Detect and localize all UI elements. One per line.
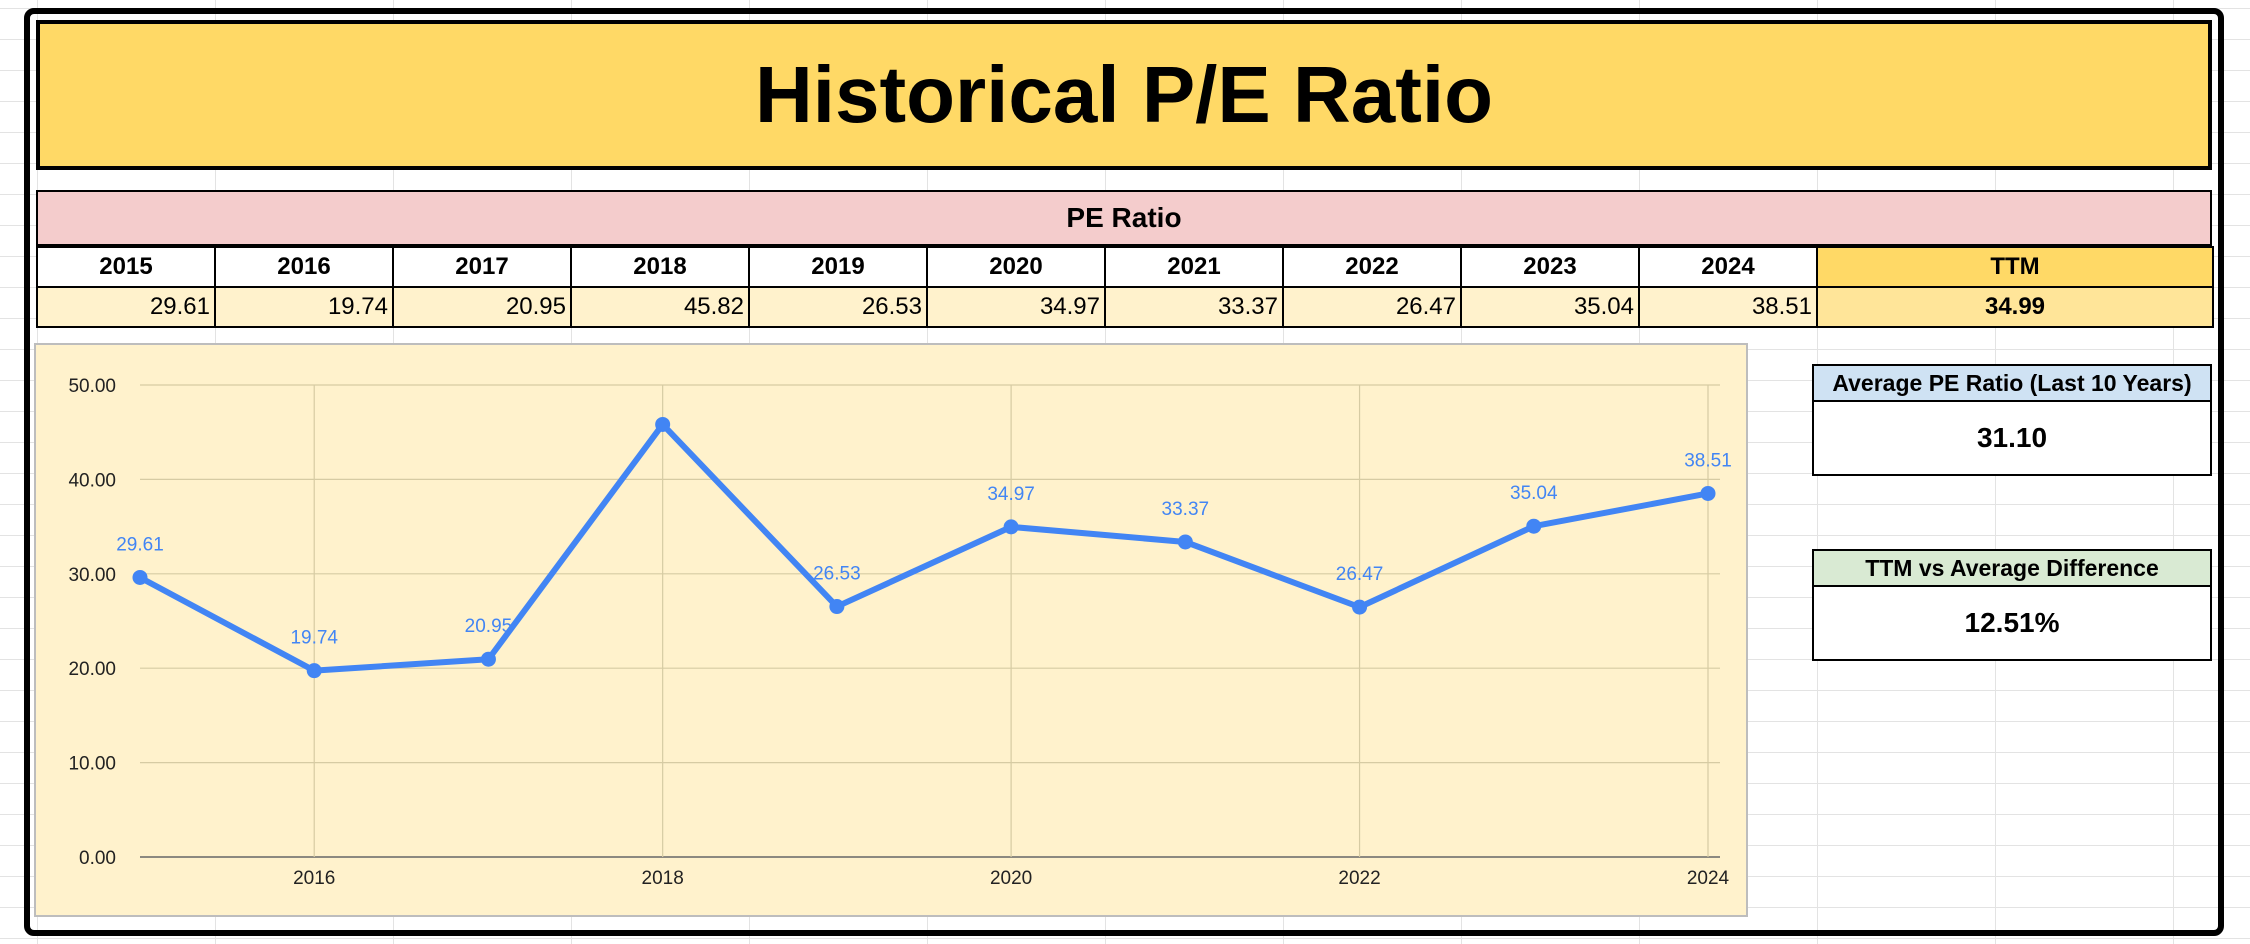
- data-label: 26.47: [1336, 564, 1384, 585]
- x-tick-label: 2016: [293, 868, 335, 889]
- pe-value-cell[interactable]: 26.47: [1282, 286, 1462, 328]
- pe-line-chart[interactable]: 0.00 10.00 20.00 30.00 40.00 50.00 2016 2018 202…: [34, 343, 1748, 917]
- y-tick-label: 10.00: [68, 754, 116, 775]
- pe-value-cell[interactable]: 33.37: [1104, 286, 1284, 328]
- data-point: [1700, 485, 1716, 501]
- pe-value-cell[interactable]: 19.74: [214, 286, 394, 328]
- pe-value-row: 29.61 19.74 20.95 45.82 26.53 34.97 33.3…: [36, 286, 2214, 328]
- year-cell[interactable]: 2024: [1638, 246, 1818, 288]
- data-point: [1177, 534, 1193, 550]
- ttm-header-cell[interactable]: TTM: [1816, 246, 2214, 288]
- ttm-value-cell[interactable]: 34.99: [1816, 286, 2214, 328]
- data-label: 29.61: [116, 534, 164, 555]
- data-point: [306, 663, 322, 679]
- y-tick-label: 0.00: [79, 848, 116, 869]
- year-header-row: 2015 2016 2017 2018 2019 2020 2021 2022 …: [36, 246, 2214, 288]
- data-label: 20.95: [465, 616, 513, 637]
- x-tick-label: 2018: [642, 868, 684, 889]
- pe-value-cell[interactable]: 26.53: [748, 286, 928, 328]
- year-cell[interactable]: 2019: [748, 246, 928, 288]
- page-title: Historical P/E Ratio: [36, 20, 2212, 170]
- pe-value-cell[interactable]: 29.61: [36, 286, 216, 328]
- ttm-difference-label: TTM vs Average Difference: [1812, 549, 2212, 587]
- average-pe-label: Average PE Ratio (Last 10 Years): [1812, 364, 2212, 402]
- data-point: [132, 569, 148, 585]
- data-label: 33.37: [1162, 499, 1210, 520]
- data-point: [1352, 599, 1368, 615]
- average-pe-value[interactable]: 31.10: [1812, 402, 2212, 476]
- y-tick-label: 20.00: [68, 659, 116, 680]
- data-label: 38.51: [1684, 450, 1732, 471]
- pe-value-cell[interactable]: 20.95: [392, 286, 572, 328]
- y-tick-label: 50.00: [68, 376, 116, 397]
- year-cell[interactable]: 2023: [1460, 246, 1640, 288]
- year-cell[interactable]: 2022: [1282, 246, 1462, 288]
- pe-ratio-table: 2015 2016 2017 2018 2019 2020 2021 2022 …: [36, 246, 2214, 328]
- ttm-difference-card: TTM vs Average Difference 12.51%: [1812, 549, 2212, 661]
- year-cell[interactable]: 2018: [570, 246, 750, 288]
- year-cell[interactable]: 2021: [1104, 246, 1284, 288]
- year-cell[interactable]: 2020: [926, 246, 1106, 288]
- x-tick-label: 2022: [1338, 868, 1380, 889]
- x-tick-label: 2020: [990, 868, 1032, 889]
- pe-value-cell[interactable]: 35.04: [1460, 286, 1640, 328]
- chart-canvas: 0.00 10.00 20.00 30.00 40.00 50.00 2016 2018 202…: [68, 376, 1732, 889]
- pe-value-cell[interactable]: 34.97: [926, 286, 1106, 328]
- pe-value-cell[interactable]: 45.82: [570, 286, 750, 328]
- year-cell[interactable]: 2015: [36, 246, 216, 288]
- dashboard-frame: [24, 8, 2224, 936]
- series-line: [137, 421, 1711, 674]
- data-point: [1526, 518, 1542, 534]
- y-tick-label: 40.00: [68, 470, 116, 491]
- pe-ratio-header: PE Ratio: [36, 190, 2212, 246]
- average-pe-card: Average PE Ratio (Last 10 Years) 31.10: [1812, 364, 2212, 476]
- year-cell[interactable]: 2017: [392, 246, 572, 288]
- data-label: 35.04: [1510, 483, 1558, 504]
- y-tick-label: 30.00: [68, 565, 116, 586]
- data-point: [1003, 519, 1019, 535]
- data-point: [480, 651, 496, 667]
- year-cell[interactable]: 2016: [214, 246, 394, 288]
- pe-value-cell[interactable]: 38.51: [1638, 286, 1818, 328]
- ttm-difference-value[interactable]: 12.51%: [1812, 587, 2212, 661]
- data-point: [829, 599, 845, 615]
- data-point: [655, 416, 671, 432]
- data-label: 19.74: [290, 628, 338, 649]
- data-label: 26.53: [813, 564, 861, 585]
- data-label: 34.97: [987, 484, 1035, 505]
- x-tick-label: 2024: [1687, 868, 1730, 889]
